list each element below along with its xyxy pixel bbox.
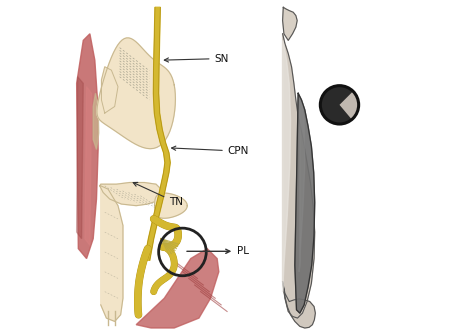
Polygon shape (283, 7, 297, 41)
Polygon shape (85, 87, 91, 245)
Polygon shape (295, 93, 315, 313)
Polygon shape (283, 41, 291, 291)
Polygon shape (145, 7, 170, 260)
Polygon shape (77, 77, 83, 239)
Polygon shape (136, 249, 219, 328)
Text: SN: SN (164, 53, 229, 63)
Polygon shape (101, 67, 118, 113)
Polygon shape (77, 34, 98, 259)
Text: CPN: CPN (172, 146, 249, 156)
Polygon shape (155, 193, 187, 218)
Text: TN: TN (133, 182, 183, 208)
Polygon shape (299, 100, 305, 272)
Wedge shape (320, 86, 353, 124)
Polygon shape (283, 282, 315, 328)
Polygon shape (101, 186, 123, 321)
Polygon shape (100, 183, 163, 206)
Polygon shape (97, 38, 175, 149)
Circle shape (320, 86, 359, 124)
Polygon shape (283, 34, 315, 318)
Polygon shape (93, 93, 99, 149)
Text: PL: PL (187, 246, 249, 256)
